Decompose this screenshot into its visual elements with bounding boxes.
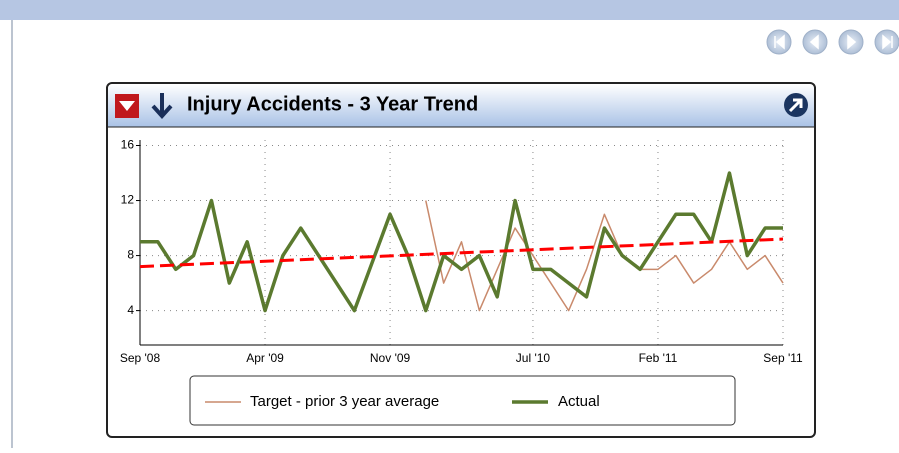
top-bar [0,0,899,20]
y-tick-label: 8 [127,248,134,262]
y-tick-label: 12 [121,193,135,207]
x-tick-label: Sep '08 [120,351,161,365]
pager [766,29,899,55]
legend-label: Actual [558,393,600,410]
expand-icon [788,98,803,113]
legend-label: Target - prior 3 year average [250,393,439,410]
y-tick-label: 16 [121,138,135,152]
x-tick-label: Apr '09 [246,351,284,365]
pager-icons [774,34,893,50]
series-line [425,200,784,312]
collapse-icon [119,101,135,111]
widget-header [108,84,814,127]
x-tick-label: Jul '10 [516,351,551,365]
series-line [140,171,783,313]
widget-title: Injury Accidents - 3 Year Trend [187,93,478,115]
y-tick-label: 4 [127,303,134,317]
down-arrow [151,93,173,119]
x-tick-label: Feb '11 [639,351,678,365]
widget [106,82,816,438]
trend-line [139,237,784,269]
x-tick-label: Nov '09 [370,351,411,365]
legend [189,375,736,426]
x-tick-label: Sep '11 [763,351,803,365]
